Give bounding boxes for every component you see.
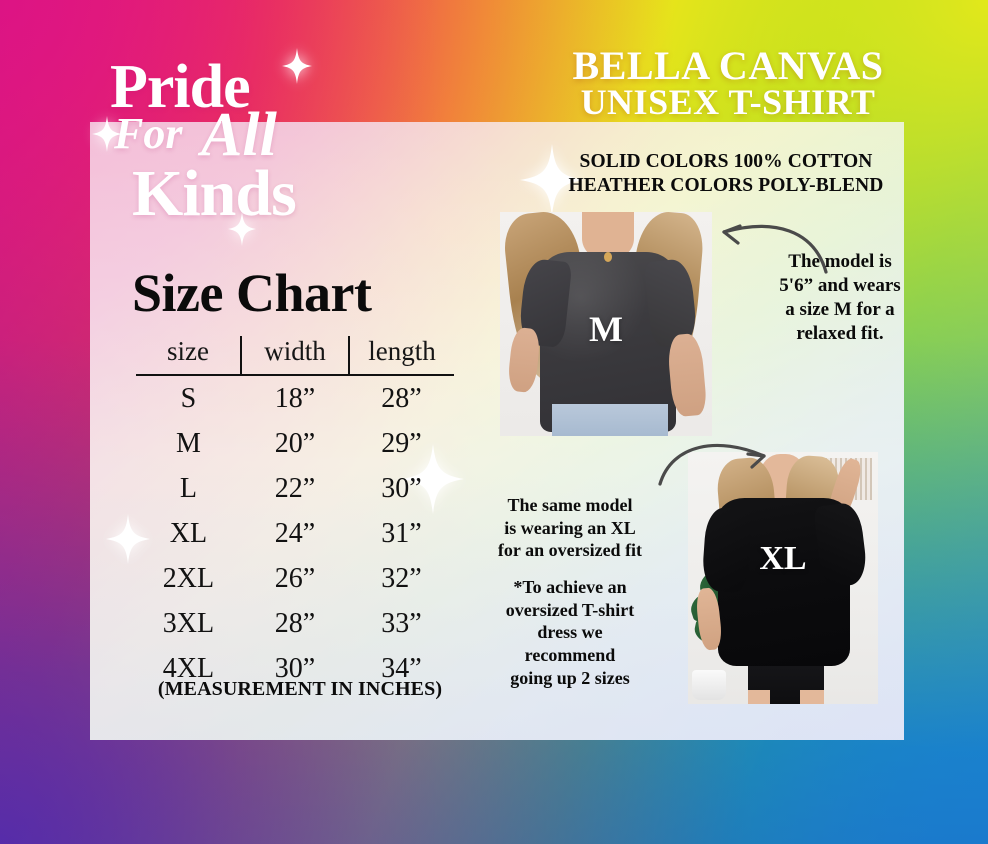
callout-xl-sub-line-1: *To achieve an — [513, 577, 627, 598]
column-header-width: width — [239, 336, 351, 375]
table-row: 4XL 30” 34” — [136, 646, 454, 691]
fabric-note-line-1: SOLID COLORS 100% COTTON — [579, 151, 873, 172]
column-header-size: size — [166, 336, 209, 366]
cell-width: 28” — [274, 607, 316, 639]
cell-length: 30” — [381, 472, 422, 504]
cell-length: 32” — [381, 562, 422, 594]
cell-size: 4XL — [162, 652, 215, 684]
size-chart-table: size width length S 18” 28” M 20” 29” L — [136, 336, 454, 691]
fabric-note-line-2: HEATHER COLORS POLY-BLEND — [568, 174, 884, 196]
callout-xl-line-3: for an oversized fit — [497, 540, 643, 561]
plant-pot — [692, 670, 726, 700]
callout-xl-fit: The same model is wearing an XL for an o… — [474, 494, 666, 689]
brand-name: BELLA CANVAS — [572, 43, 884, 88]
model-leg-left — [748, 690, 770, 704]
cell-width: 22” — [274, 472, 316, 504]
necklace-pendant-icon — [604, 252, 612, 262]
product-name: UNISEX T-SHIRT — [580, 82, 876, 123]
model-photo-xl: XL — [688, 452, 878, 704]
cell-length: 31” — [381, 517, 422, 549]
brand-header: BELLA CANVAS UNISEX T-SHIRT — [518, 43, 938, 123]
size-tag-xl: XL — [759, 540, 807, 577]
size-chart-card: SOLID COLORS 100% COTTON HEATHER COLORS … — [90, 122, 904, 740]
table-row: S 18” 28” — [136, 375, 454, 421]
cell-length: 29” — [381, 427, 422, 459]
cell-size: M — [176, 427, 201, 459]
cell-size: S — [180, 382, 197, 414]
model-jeans — [552, 404, 668, 436]
cell-length: 34” — [381, 652, 422, 684]
callout-xl-line-2: is wearing an XL — [504, 517, 636, 538]
page-title: Size Chart — [132, 263, 372, 323]
column-header-length: length — [368, 336, 436, 366]
cell-size: L — [179, 472, 198, 504]
callout-xl-sub-line-5: going up 2 sizes — [510, 667, 630, 688]
table-header-row: size width length — [136, 336, 454, 375]
callout-xl-sub-line-2: oversized T-shirt — [505, 599, 635, 620]
callout-medium-fit: The model is 5'6” and wears a size M for… — [756, 250, 904, 346]
callout-m-line-1: The model is — [788, 251, 892, 272]
table-row: XL 24” 31” — [136, 511, 454, 556]
cell-width: 24” — [274, 517, 316, 549]
cell-width: 18” — [274, 382, 316, 414]
table-row: L 22” 30” — [136, 466, 454, 511]
callout-xl-sub-line-4: recommend — [524, 645, 616, 666]
cell-size: 3XL — [162, 607, 215, 639]
cell-width: 20” — [274, 427, 316, 459]
callout-xl-sub-line-3: dress we — [537, 622, 603, 643]
model-leg-right — [800, 690, 824, 704]
cell-width: 30” — [274, 652, 316, 684]
callout-xl-line-1: The same model — [507, 495, 633, 515]
callout-m-line-3: a size M for a — [785, 298, 895, 320]
table-row: 2XL 26” 32” — [136, 556, 454, 601]
cell-size: XL — [169, 517, 208, 549]
callout-xl-sub: *To achieve an oversized T-shirt dress w… — [474, 576, 666, 689]
fabric-note: SOLID COLORS 100% COTTON HEATHER COLORS … — [546, 150, 904, 198]
size-tag-m: M — [589, 309, 623, 349]
table-row: M 20” 29” — [136, 421, 454, 466]
cell-size: 2XL — [162, 562, 215, 594]
model-photo-medium: M — [500, 212, 712, 436]
cell-length: 28” — [381, 382, 422, 414]
callout-m-line-4: relaxed fit. — [796, 322, 884, 344]
cell-width: 26” — [274, 562, 316, 594]
callout-m-line-2: 5'6” and wears — [779, 274, 901, 296]
cell-length: 33” — [381, 607, 422, 639]
table-row: 3XL 28” 33” — [136, 601, 454, 646]
measurement-note: (MEASUREMENT IN INCHES) — [157, 678, 443, 700]
